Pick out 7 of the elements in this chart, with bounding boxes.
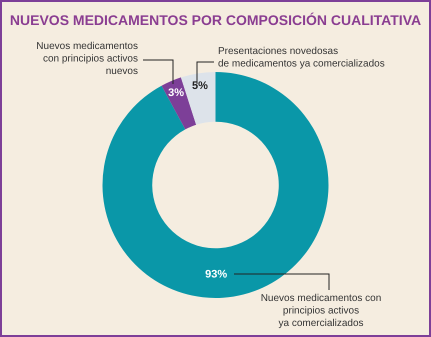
data-label: 3% xyxy=(168,86,184,99)
chart-title: NUEVOS MEDICAMENTOS POR COMPOSICIÓN CUALITATIVA xyxy=(10,12,422,28)
slice-label: Nuevos medicamentos con principios activos ya comercializados xyxy=(260,292,382,329)
data-label: 93% xyxy=(205,268,228,280)
slice-label: Nuevos medicamentos con principios activos nuevos xyxy=(36,40,138,77)
data-label: 5% xyxy=(192,80,208,92)
slice-label: Presentaciones novedosas de medicamentos ya comercializados xyxy=(218,46,385,70)
